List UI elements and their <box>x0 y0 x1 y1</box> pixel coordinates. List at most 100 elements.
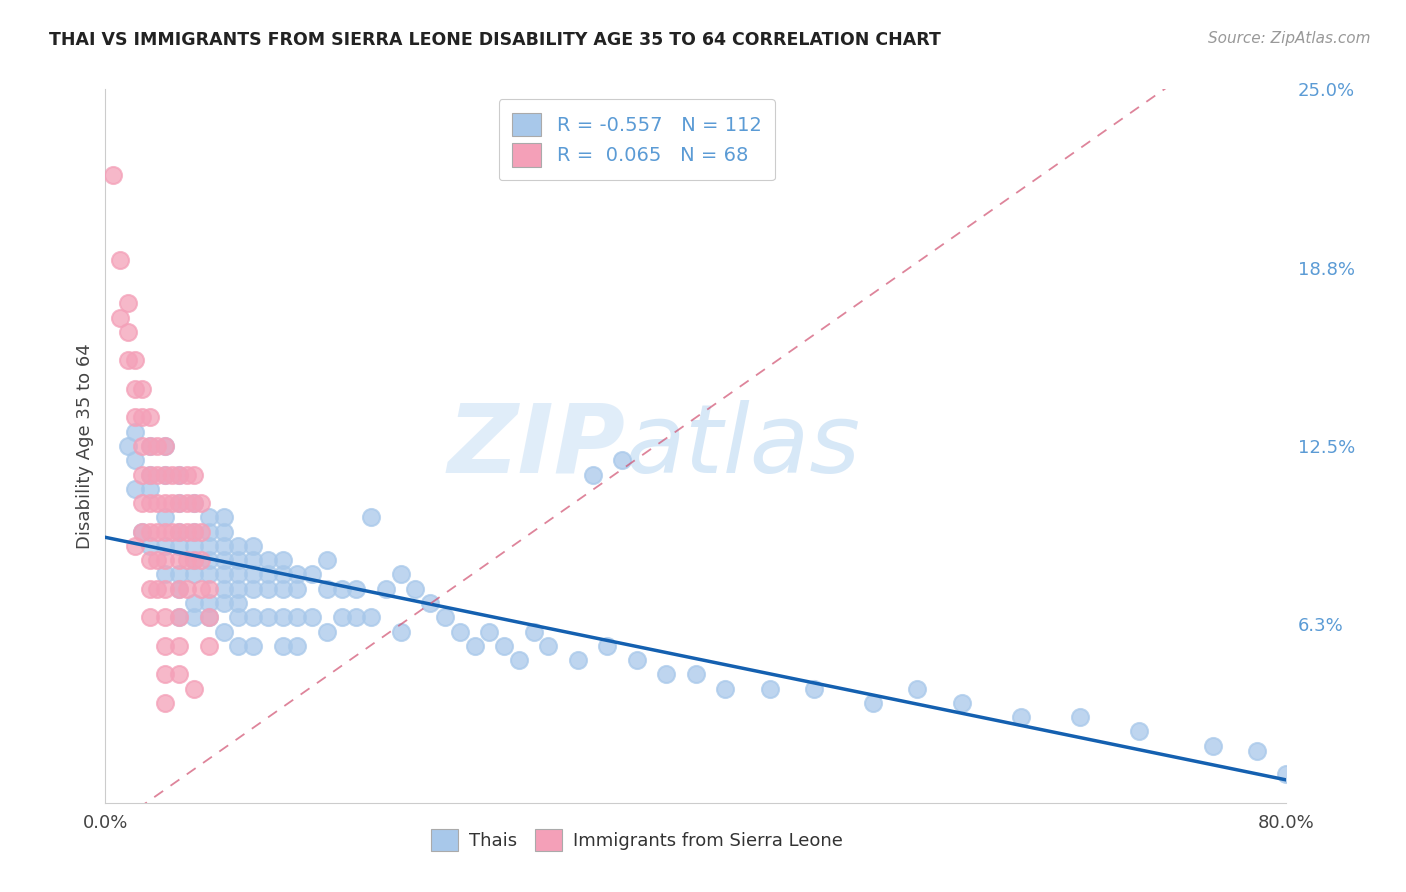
Point <box>153 553 176 567</box>
Point <box>124 410 146 425</box>
Point <box>169 539 191 553</box>
Point <box>117 353 139 368</box>
Point <box>287 639 309 653</box>
Point <box>124 425 146 439</box>
Point <box>138 410 162 425</box>
Point <box>146 439 169 453</box>
Point <box>138 496 162 510</box>
Point <box>212 624 235 639</box>
Point <box>405 582 427 596</box>
Point <box>160 496 183 510</box>
Point <box>226 596 250 610</box>
Point <box>138 539 162 553</box>
Point <box>389 624 412 639</box>
Point <box>1275 767 1298 781</box>
Point <box>242 567 264 582</box>
Point <box>138 439 162 453</box>
Point <box>197 596 219 610</box>
Point <box>169 567 191 582</box>
Point <box>256 582 278 596</box>
Point <box>183 553 205 567</box>
Point <box>131 467 153 482</box>
Point <box>160 467 183 482</box>
Point <box>714 681 737 696</box>
Point <box>153 696 176 710</box>
Point <box>759 681 782 696</box>
Point <box>153 496 176 510</box>
Point <box>190 553 212 567</box>
Point <box>271 610 294 624</box>
Y-axis label: Disability Age 35 to 64: Disability Age 35 to 64 <box>76 343 94 549</box>
Point <box>256 553 278 567</box>
Point <box>190 524 212 539</box>
Point <box>138 553 162 567</box>
Point <box>330 582 353 596</box>
Point <box>176 582 198 596</box>
Point <box>146 582 169 596</box>
Point <box>522 624 544 639</box>
Point <box>197 610 219 624</box>
Point <box>197 567 219 582</box>
Point <box>124 353 146 368</box>
Point <box>537 639 560 653</box>
Point <box>212 524 235 539</box>
Point <box>146 467 169 482</box>
Text: THAI VS IMMIGRANTS FROM SIERRA LEONE DISABILITY AGE 35 TO 64 CORRELATION CHART: THAI VS IMMIGRANTS FROM SIERRA LEONE DIS… <box>49 31 941 49</box>
Point <box>1069 710 1091 724</box>
Point <box>183 467 205 482</box>
Point <box>315 582 337 596</box>
Point <box>287 582 309 596</box>
Point <box>226 553 250 567</box>
Point <box>183 524 205 539</box>
Point <box>905 681 928 696</box>
Point <box>242 539 264 553</box>
Point <box>153 439 176 453</box>
Point <box>169 582 191 596</box>
Point <box>301 610 323 624</box>
Point <box>596 639 619 653</box>
Point <box>478 624 501 639</box>
Point <box>950 696 973 710</box>
Point <box>655 667 678 681</box>
Point <box>492 639 515 653</box>
Point <box>183 681 205 696</box>
Point <box>581 467 603 482</box>
Point <box>153 439 176 453</box>
Point <box>131 524 153 539</box>
Point <box>183 596 205 610</box>
Point <box>1010 710 1032 724</box>
Point <box>169 524 191 539</box>
Point <box>803 681 825 696</box>
Point <box>315 553 337 567</box>
Point <box>124 539 146 553</box>
Point <box>346 610 368 624</box>
Point <box>330 610 353 624</box>
Point <box>1201 739 1223 753</box>
Point <box>138 582 162 596</box>
Point <box>183 553 205 567</box>
Point <box>183 610 205 624</box>
Point <box>374 582 398 596</box>
Point <box>1128 724 1150 739</box>
Point <box>567 653 589 667</box>
Point <box>212 553 235 567</box>
Point <box>169 553 191 567</box>
Point <box>1246 744 1268 758</box>
Point <box>242 553 264 567</box>
Point <box>153 610 176 624</box>
Point <box>169 496 191 510</box>
Point <box>315 624 337 639</box>
Point <box>169 524 191 539</box>
Point <box>176 553 198 567</box>
Point <box>146 524 169 539</box>
Point <box>197 553 219 567</box>
Point <box>138 467 162 482</box>
Point <box>190 496 212 510</box>
Point <box>110 310 132 325</box>
Point <box>160 524 183 539</box>
Point <box>131 496 153 510</box>
Point <box>101 168 124 182</box>
Point <box>138 482 162 496</box>
Point <box>117 439 139 453</box>
Point <box>183 496 205 510</box>
